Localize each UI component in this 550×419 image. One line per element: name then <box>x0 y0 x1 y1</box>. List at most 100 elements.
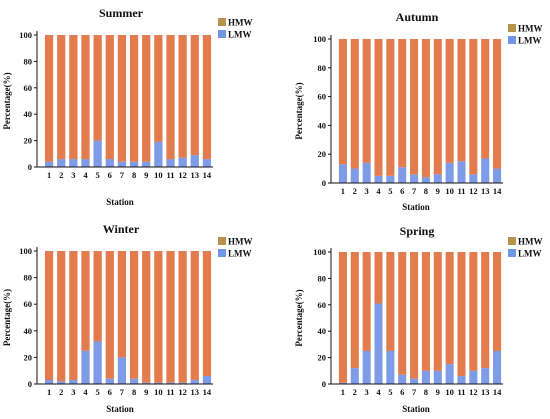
y-tick-label: 20 <box>318 149 327 159</box>
legend-label-hmw: HMW <box>228 237 253 247</box>
bar-hmw <box>457 252 466 377</box>
bar-lmw <box>69 380 78 384</box>
x-tick-label: 1 <box>47 170 51 180</box>
x-tick-label: 14 <box>493 186 502 196</box>
bar-hmw <box>493 252 502 351</box>
bar-lmw <box>457 161 466 183</box>
bar-lmw <box>190 380 199 384</box>
x-tick-label: 12 <box>469 387 478 397</box>
x-tick-label: 5 <box>388 186 392 196</box>
x-tick-label: 14 <box>493 387 502 397</box>
bar-lmw <box>493 168 502 183</box>
bar-lmw <box>445 162 454 183</box>
y-tick-label: 80 <box>24 273 33 283</box>
legend-label-hmw: HMW <box>518 237 543 247</box>
legend-swatch-lmw <box>508 36 516 44</box>
x-tick-label: 3 <box>71 170 75 180</box>
x-axis-label: Station <box>106 197 134 207</box>
bar-hmw <box>57 251 66 382</box>
bar-lmw <box>142 382 151 384</box>
x-tick-label: 14 <box>203 387 212 397</box>
x-tick-label: 13 <box>481 186 490 196</box>
bar-lmw <box>398 167 407 183</box>
bar-lmw <box>433 370 442 384</box>
bar-hmw <box>105 251 114 379</box>
bar-lmw <box>410 174 419 183</box>
bar-hmw <box>362 39 371 163</box>
bar-lmw <box>44 380 54 384</box>
x-tick-label: 4 <box>83 170 88 180</box>
x-tick-label: 10 <box>445 186 454 196</box>
y-tick-label: 100 <box>313 247 326 257</box>
x-tick-label: 8 <box>132 387 136 397</box>
bar-hmw <box>93 251 102 342</box>
x-tick-label: 6 <box>108 387 112 397</box>
bar-hmw <box>44 251 54 381</box>
bar-lmw <box>386 351 395 384</box>
bar-hmw <box>202 251 212 377</box>
legend-label-lmw: LMW <box>228 249 252 259</box>
bar-lmw <box>374 175 383 183</box>
x-tick-label: 1 <box>341 387 345 397</box>
bar-lmw <box>57 381 66 384</box>
bar-hmw <box>57 35 66 160</box>
legend-label-lmw: LMW <box>518 249 542 259</box>
x-tick-label: 6 <box>108 170 112 180</box>
x-tick-label: 10 <box>445 387 454 397</box>
y-tick-label: 80 <box>24 56 33 66</box>
bar-hmw <box>481 252 490 369</box>
bar-lmw <box>154 382 163 384</box>
x-tick-label: 4 <box>376 387 381 397</box>
x-tick-label: 11 <box>166 387 174 397</box>
x-tick-label: 10 <box>154 387 163 397</box>
bar-hmw <box>398 252 407 375</box>
x-tick-label: 9 <box>144 387 148 397</box>
y-tick-label: 40 <box>24 326 33 336</box>
bar-hmw <box>69 251 78 381</box>
bar-hmw <box>338 39 347 165</box>
x-tick-label: 1 <box>341 186 345 196</box>
x-tick-label: 2 <box>59 387 63 397</box>
bar-hmw <box>410 39 419 175</box>
y-tick-label: 100 <box>19 246 32 256</box>
x-tick-label: 13 <box>191 387 200 397</box>
bar-hmw <box>129 251 139 379</box>
y-tick-label: 80 <box>318 63 327 73</box>
bar-hmw <box>410 252 419 379</box>
bar-lmw <box>81 159 90 167</box>
bar-hmw <box>117 251 127 358</box>
y-tick-label: 0 <box>28 379 32 389</box>
bar-hmw <box>350 252 359 369</box>
y-tick-label: 40 <box>24 109 33 119</box>
bar-hmw <box>338 252 347 383</box>
x-tick-label: 5 <box>388 387 392 397</box>
bar-hmw <box>433 39 442 175</box>
x-tick-label: 12 <box>178 387 187 397</box>
bar-hmw <box>421 39 430 178</box>
x-tick-label: 2 <box>353 186 357 196</box>
y-tick-label: 0 <box>322 178 326 188</box>
x-tick-label: 1 <box>47 387 51 397</box>
bar-lmw <box>350 168 359 183</box>
bar-lmw <box>469 370 478 384</box>
bar-lmw <box>421 370 430 384</box>
y-tick-label: 80 <box>318 273 327 283</box>
x-tick-label: 12 <box>469 186 478 196</box>
x-tick-label: 9 <box>436 186 440 196</box>
legend-label-lmw: LMW <box>518 36 542 46</box>
legend-swatch-lmw <box>218 249 226 257</box>
bar-hmw <box>142 251 151 383</box>
bar-hmw <box>93 35 102 141</box>
bar-lmw <box>338 164 347 183</box>
bar-hmw <box>445 252 454 365</box>
bar-lmw <box>178 382 187 384</box>
y-axis-label: Percentage(%) <box>2 289 12 346</box>
legend-swatch-hmw <box>508 24 516 32</box>
bar-lmw <box>81 350 90 384</box>
legend-label-hmw: HMW <box>228 18 253 28</box>
legend: HMW LMW <box>218 18 253 40</box>
bar-hmw <box>117 35 127 162</box>
y-axis-label: Percentage(%) <box>2 72 12 129</box>
x-tick-label: 7 <box>412 186 417 196</box>
